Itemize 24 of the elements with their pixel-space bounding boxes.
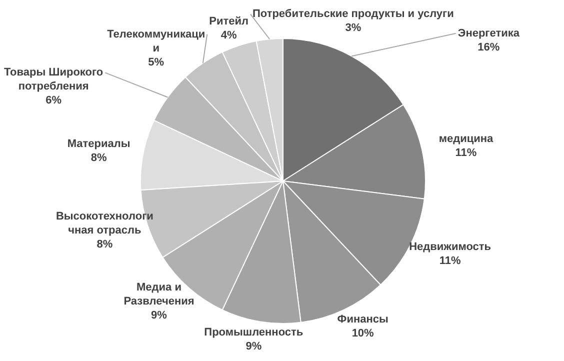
data-label: 9% (246, 340, 262, 353)
data-label: 11% (455, 147, 477, 160)
data-label: 8% (96, 238, 113, 251)
data-label: 11% (439, 254, 461, 267)
data-label: 9% (151, 309, 168, 322)
data-label: 10% (352, 327, 374, 340)
slice-label: Энергетика (458, 27, 520, 40)
slice-label: Ритейл (209, 15, 248, 28)
slice-label: Телекоммуникации (107, 28, 206, 54)
data-label: 4% (220, 29, 237, 42)
slice-label: Товары Широкого потребления (4, 66, 104, 93)
data-label: 6% (46, 94, 62, 107)
slice-label: Потребительские продукты и услуги (252, 8, 454, 20)
slice-label: Материалы (67, 138, 130, 150)
data-label: 3% (345, 22, 362, 34)
slice-label: Промышленность (204, 326, 304, 339)
slice-label: Недвижимость (409, 240, 492, 253)
data-label: 16% (478, 41, 500, 54)
slice-label: Финансы (337, 313, 388, 326)
data-label: 8% (90, 152, 107, 164)
data-label: 5% (148, 56, 164, 68)
slice-label: Медиа и Развлечения (124, 281, 194, 308)
slice-label: медицина (438, 133, 494, 146)
slice-label: Высокотехнологичная отрасль (56, 210, 154, 237)
